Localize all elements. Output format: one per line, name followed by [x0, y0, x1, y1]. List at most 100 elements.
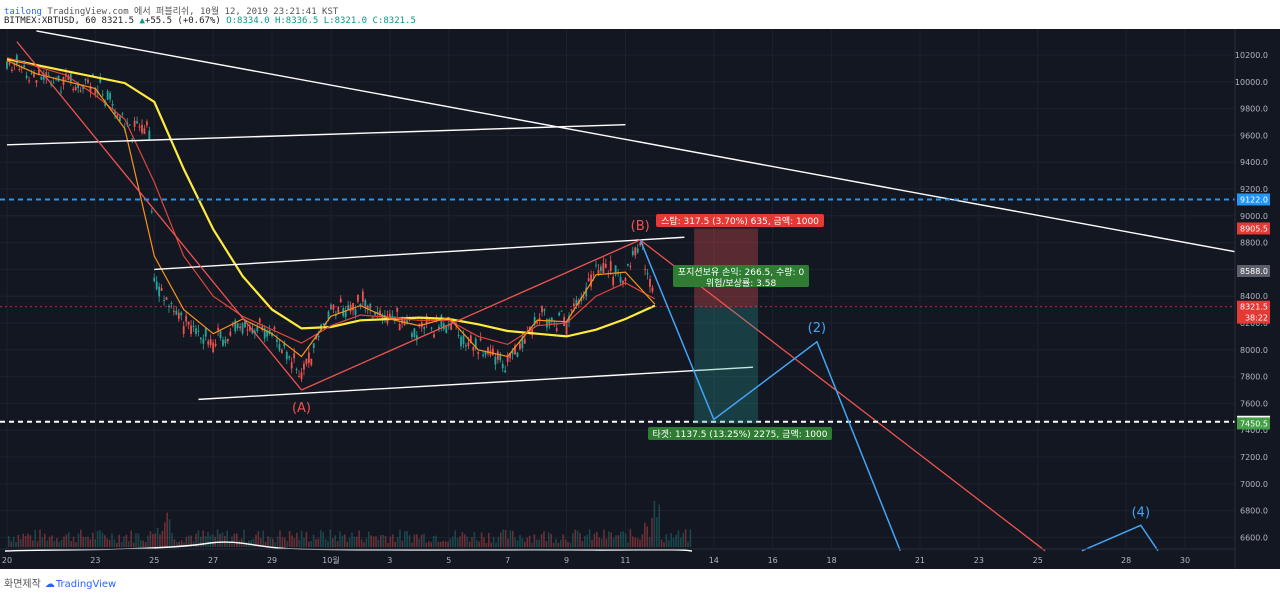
candle-body [482, 354, 485, 356]
volume-bar [260, 538, 262, 547]
volume-bar [620, 531, 622, 547]
volume-bar [365, 538, 368, 547]
candle-body [72, 88, 75, 91]
volume-bar [552, 542, 555, 547]
volume-bar [68, 532, 70, 547]
volume-bar [82, 536, 84, 547]
volume-bar [356, 536, 358, 547]
volume-bar [284, 537, 286, 547]
volume-bar [341, 535, 344, 547]
candle-body [84, 78, 87, 81]
footer-caption: 화면제작 [4, 579, 41, 590]
volume-bar [564, 539, 567, 547]
candle-body [87, 79, 89, 83]
volume-bar [327, 541, 329, 547]
candle-body [413, 328, 416, 337]
candle-body [40, 76, 43, 80]
candle-body [163, 300, 165, 302]
volume-bar [420, 534, 423, 547]
author-name[interactable]: tailong [4, 7, 42, 17]
candle-body [177, 312, 180, 319]
volume-bar [257, 531, 260, 547]
volume-bar [406, 531, 408, 547]
trendline [154, 236, 685, 271]
candle-body [609, 261, 612, 271]
candle-body [263, 328, 266, 339]
candle-body [359, 304, 362, 306]
candle-body [506, 355, 509, 362]
volume-bar [137, 533, 140, 547]
candle-body [479, 338, 482, 341]
candle-body [305, 358, 308, 365]
candle-body [271, 333, 273, 336]
candle-body [347, 305, 350, 310]
volume-bar [485, 542, 488, 547]
price-tick-label: 9400.0 [1240, 158, 1268, 167]
volume-bar [411, 542, 413, 547]
tradingview-logo-icon: ☁ [44, 579, 55, 590]
candle-body [307, 352, 310, 363]
volume-bar [413, 534, 416, 547]
volume-bar [41, 537, 44, 547]
candle-body [121, 113, 124, 115]
candle-body [327, 311, 330, 320]
candle-body [280, 349, 283, 354]
volume-bar [629, 529, 632, 547]
header-line-2: BITMEX:XBTUSD, 60 8321.5 ▲+55.5 (+0.67%)… [4, 16, 416, 26]
volume-bar [255, 534, 257, 547]
candle-body [398, 323, 401, 331]
volume-bar [658, 504, 660, 547]
volume-bar [497, 536, 500, 547]
volume-bar [58, 541, 60, 547]
candle-body [192, 325, 195, 327]
footer-brand[interactable]: TradingView [55, 579, 117, 590]
volume-bar [492, 536, 495, 547]
volume-bar [113, 539, 116, 547]
volume-bar [430, 542, 432, 547]
volume-bar [476, 540, 478, 547]
volume-bar [334, 535, 336, 547]
volume-bar [171, 532, 173, 547]
volume-bar [612, 538, 615, 547]
volume-bar [634, 537, 636, 547]
candle-body [217, 327, 219, 331]
candle-body [560, 310, 563, 312]
candle-body [295, 369, 298, 371]
volume-bar [252, 538, 255, 547]
volume-bar [548, 532, 550, 547]
candle-body [636, 248, 639, 253]
volume-bar [675, 534, 677, 547]
stop-label-box-bg [656, 214, 824, 227]
volume-bar [15, 541, 17, 547]
volume-bar [555, 538, 557, 547]
volume-bar [449, 538, 452, 547]
price-chart[interactable]: (A) (B) (2) (4) 스탑: 317.5 (3.70%) 635, 금액: 1… [0, 29, 1280, 569]
chart-canvas[interactable]: (A) (B) (2) (4) 스탑: 317.5 (3.70%) 635, 금액: 1… [0, 29, 1280, 569]
volume-bar [680, 537, 682, 547]
volume-bar [660, 539, 663, 547]
time-tick-label: 9 [564, 556, 569, 565]
candle-body [197, 330, 200, 332]
price-tag-bg [1237, 265, 1270, 278]
candle-body [234, 320, 237, 332]
candle-body [438, 326, 440, 330]
volume-bar [516, 540, 519, 547]
candle-body [288, 356, 291, 358]
time-tick-label: 23 [90, 556, 100, 565]
candle-body [317, 336, 320, 338]
volume-bar [39, 529, 41, 547]
volume-bar [478, 541, 480, 547]
candle-body [617, 272, 619, 274]
volume-bar [382, 534, 384, 547]
volume-bar [672, 538, 675, 547]
volume-bar [159, 534, 161, 547]
volume-bar [524, 541, 526, 547]
target-zone [694, 306, 758, 424]
volume-bar [636, 537, 639, 547]
volume-bar [60, 539, 63, 547]
volume-bar [108, 539, 111, 547]
volume-bar [461, 532, 464, 547]
volume-bar [545, 541, 548, 547]
position-label-box-bg [673, 265, 809, 287]
price-tick-label: 8800.0 [1240, 239, 1268, 248]
